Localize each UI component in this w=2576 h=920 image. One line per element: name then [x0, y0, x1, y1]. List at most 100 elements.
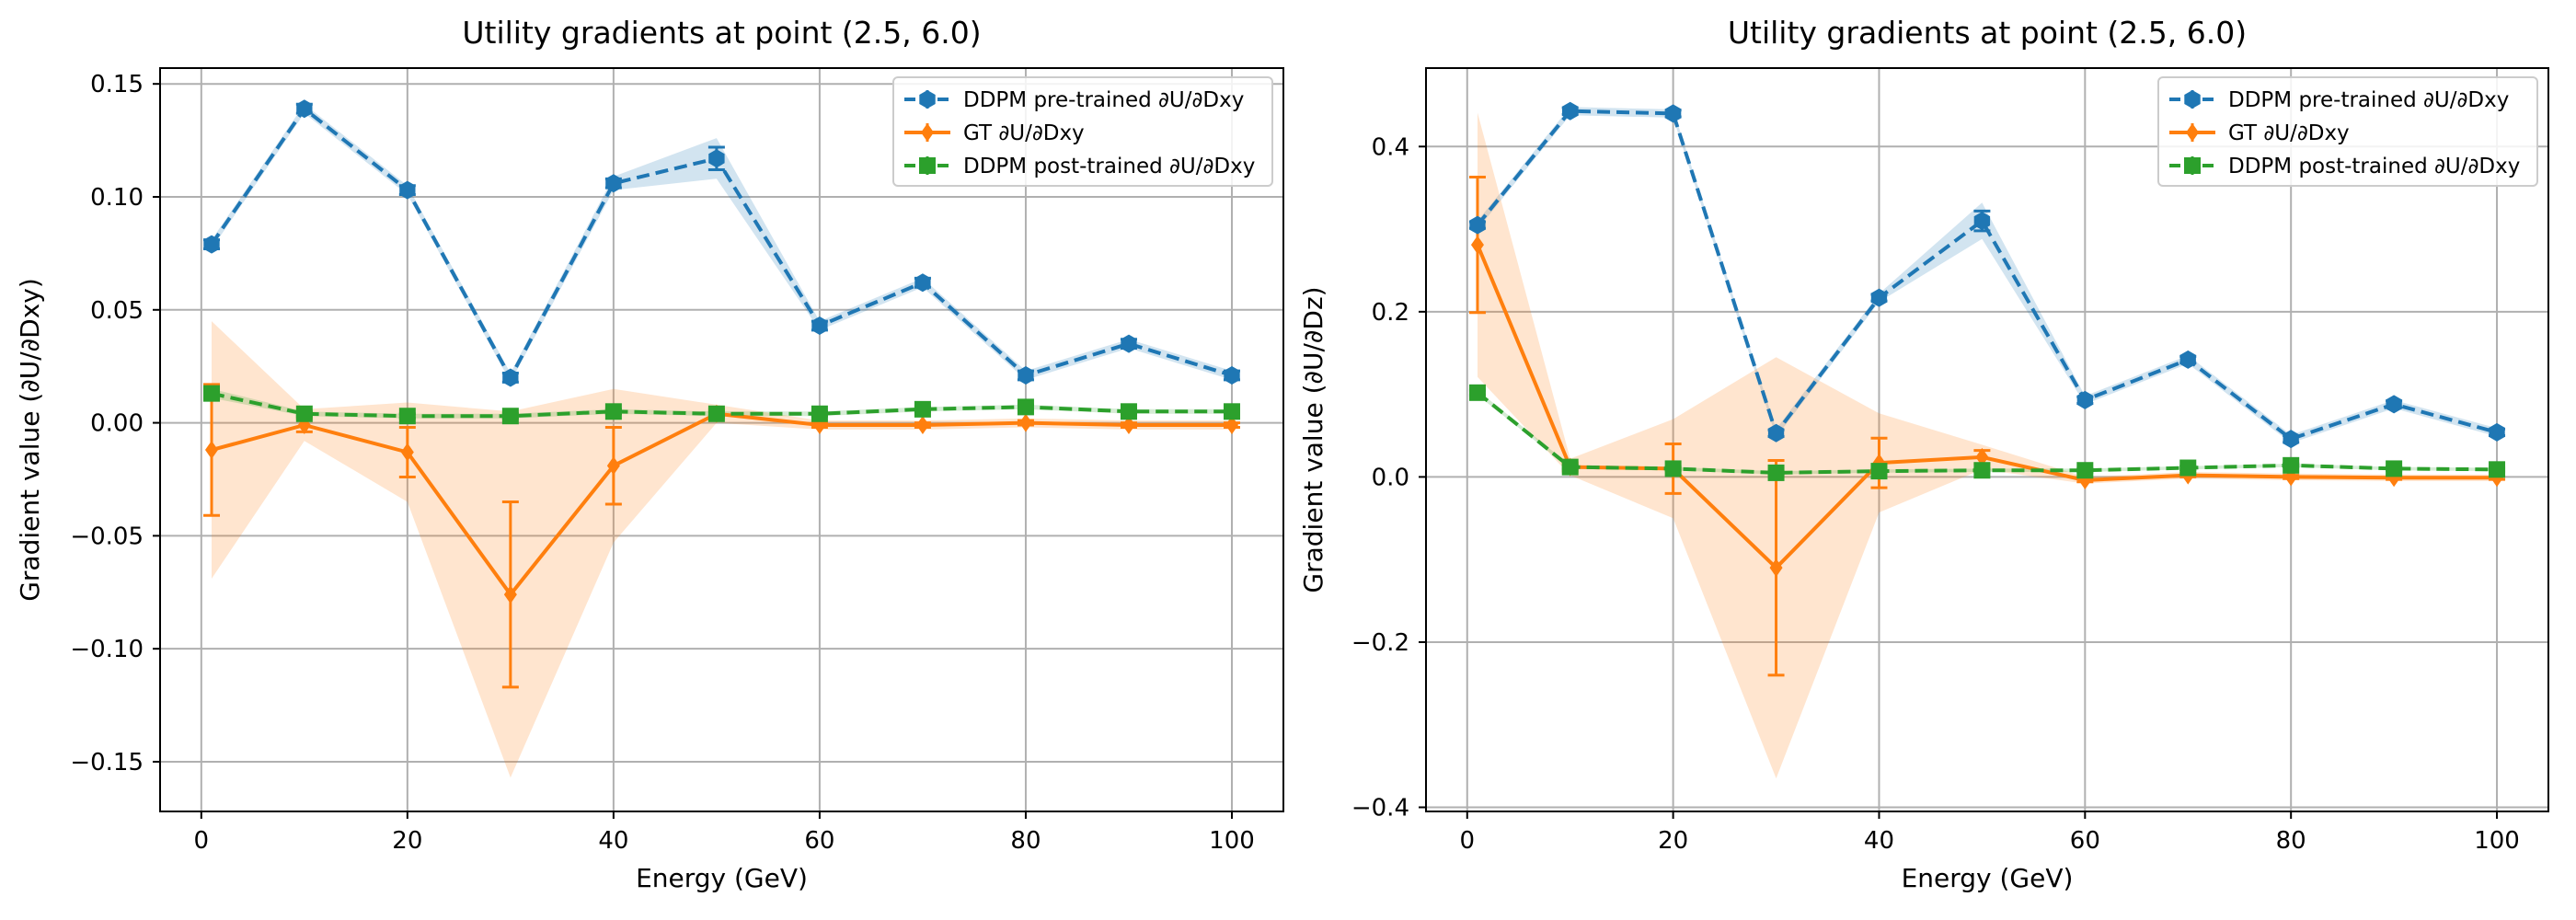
- data-point: [1224, 366, 1240, 385]
- data-point: [1973, 462, 1991, 479]
- y-tick-label: 0.15: [90, 71, 144, 98]
- legend-swatch-marker: [2184, 157, 2201, 174]
- legend-label: GT ∂U/∂Dxy: [963, 121, 1085, 145]
- plot-frame: [159, 67, 1284, 812]
- data-point: [1120, 403, 1137, 420]
- panel-left: Utility gradients at point (2.5, 6.0) 0 20…: [15, 15, 1284, 893]
- data-point: [914, 273, 931, 293]
- data-point: [914, 400, 931, 418]
- data-point: [203, 385, 221, 402]
- x-tick-label: 40: [1864, 827, 1894, 855]
- data-point: [1121, 334, 1137, 353]
- y-tick-label: −0.10: [70, 636, 144, 663]
- data-point: [811, 405, 828, 422]
- data-point: [606, 456, 620, 476]
- y-tick-label: 0.2: [1372, 299, 1409, 327]
- y-tick-label: 0.00: [90, 410, 144, 438]
- legend-swatch-marker: [2184, 90, 2201, 109]
- data-point: [2386, 395, 2402, 414]
- data-point: [2489, 422, 2505, 442]
- data-point: [811, 316, 828, 335]
- y-tick-label: −0.15: [70, 749, 144, 776]
- data-point: [1225, 416, 1238, 435]
- data-point: [2076, 390, 2093, 409]
- x-tick-label: 100: [1209, 827, 1255, 855]
- data-point: [2386, 460, 2403, 477]
- x-tick-label: 0: [194, 827, 210, 855]
- x-tick-label: 60: [804, 827, 834, 855]
- y-tick-label: −0.2: [1351, 629, 1409, 657]
- y-tick-label: 0.05: [90, 297, 144, 325]
- data-point: [1469, 215, 1486, 235]
- x-tick-label: 20: [392, 827, 422, 855]
- y-tick-label: −0.4: [1351, 795, 1409, 822]
- data-point: [1018, 366, 1034, 385]
- uncertainty-band: [1478, 112, 2497, 779]
- data-point: [1018, 413, 1032, 432]
- legend-label: DDPM pre-trained ∂U/∂Dxy: [2228, 88, 2509, 112]
- data-point: [1975, 447, 1989, 466]
- data-point: [1870, 288, 1888, 307]
- x-tick-label: 0: [1459, 827, 1475, 855]
- x-tick-label: 40: [598, 827, 628, 855]
- x-axis-label: Energy (GeV): [1902, 863, 2074, 893]
- data-point: [2283, 456, 2300, 474]
- data-point: [1223, 403, 1240, 420]
- legend-label: GT ∂U/∂Dxy: [2228, 121, 2350, 145]
- legend: DDPM pre-trained ∂U/∂Dxy GT ∂U/∂Dxy DDPM p…: [892, 76, 1273, 187]
- data-point: [502, 368, 519, 387]
- data-point: [205, 441, 219, 460]
- data-point: [604, 403, 622, 420]
- y-tick-label: −0.05: [70, 523, 144, 550]
- data-point: [2489, 461, 2506, 478]
- data-point: [503, 585, 517, 604]
- data-point: [1664, 460, 1682, 477]
- data-point: [2283, 430, 2299, 449]
- x-tick-label: 20: [1658, 827, 1688, 855]
- data-point: [1767, 464, 1785, 481]
- y-tick-label: 0.10: [90, 184, 144, 212]
- data-point: [2078, 470, 2092, 489]
- data-point: [400, 443, 414, 462]
- data-point: [398, 408, 416, 425]
- y-tick-label: 0.0: [1372, 464, 1409, 491]
- data-point: [1665, 104, 1682, 123]
- data-point: [1468, 384, 1486, 401]
- legend-label: DDPM pre-trained ∂U/∂Dxy: [963, 88, 1244, 112]
- data-point: [399, 180, 416, 200]
- data-point: [1767, 423, 1785, 443]
- data-point: [1470, 236, 1484, 255]
- legend-swatch-marker: [921, 123, 934, 142]
- y-tick-label: 0.4: [1372, 133, 1409, 161]
- data-point: [1562, 101, 1579, 121]
- data-point: [2076, 462, 2094, 479]
- panel-right: Utility gradients at point (2.5, 6.0) 0 20…: [1298, 15, 2549, 893]
- legend-label: DDPM post-trained ∂U/∂Dxy: [2228, 155, 2520, 178]
- data-point: [1121, 416, 1135, 435]
- data-point: [1769, 558, 1783, 578]
- data-point: [915, 416, 929, 435]
- data-point: [708, 149, 725, 168]
- data-point: [2179, 459, 2197, 477]
- data-point: [707, 405, 725, 422]
- data-point: [1561, 458, 1579, 476]
- legend-box: [892, 76, 1273, 187]
- data-point: [1017, 398, 1034, 416]
- legend-swatch-marker: [2186, 123, 2199, 142]
- x-tick-label: 60: [2070, 827, 2100, 855]
- legend-swatch-marker: [919, 90, 936, 109]
- data-point: [501, 408, 519, 425]
- data-point: [1870, 463, 1888, 480]
- y-axis-label: Gradient value (∂U/∂Dxy): [15, 278, 45, 602]
- series-line: [1476, 109, 2498, 442]
- uncertainty-band: [212, 321, 1232, 778]
- data-point: [2179, 350, 2196, 369]
- chart-title: Utility gradients at point (2.5, 6.0): [462, 15, 981, 51]
- x-tick-label: 80: [2276, 827, 2306, 855]
- data-point: [1973, 212, 1991, 231]
- legend: DDPM pre-trained ∂U/∂Dxy GT ∂U/∂Dxy DDPM p…: [2157, 76, 2538, 187]
- legend-box: [2157, 76, 2538, 187]
- data-point: [296, 99, 313, 119]
- x-axis-label: Energy (GeV): [636, 863, 808, 893]
- x-tick-label: 80: [1010, 827, 1041, 855]
